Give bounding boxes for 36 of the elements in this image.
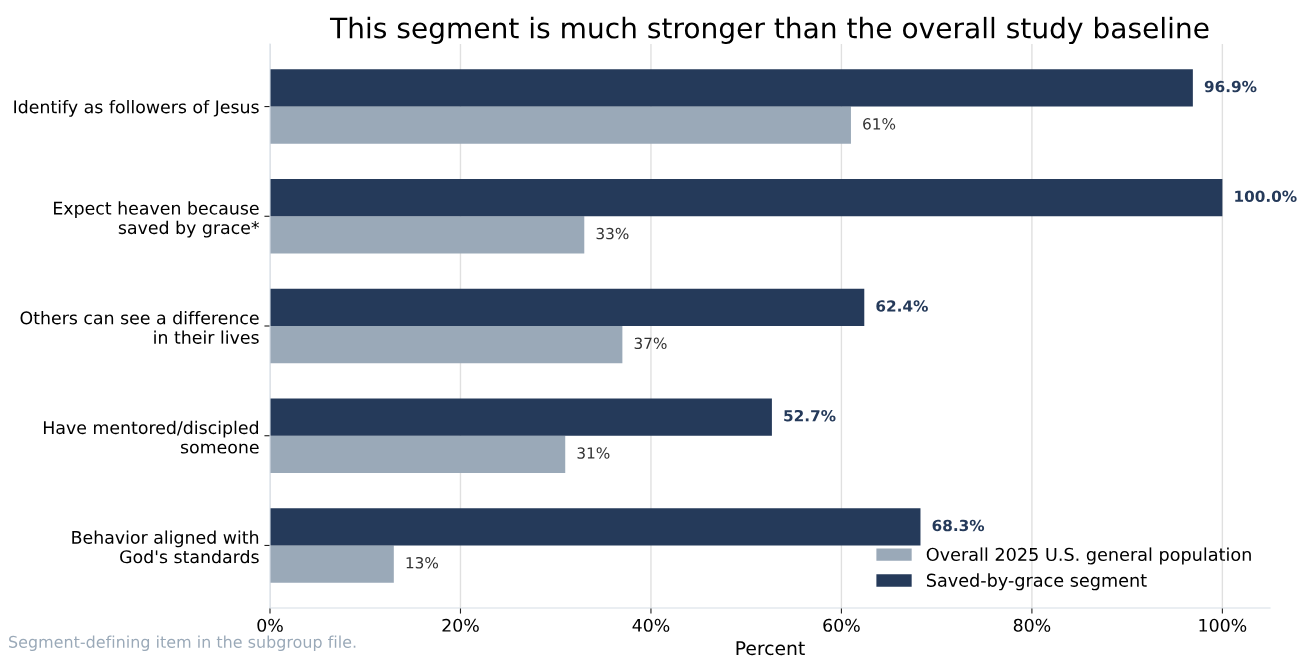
data-label: 37%	[634, 337, 667, 350]
data-label: 100.0%	[1235, 190, 1297, 203]
y-tick-label: Expect heaven because saved by grace*	[54, 201, 260, 238]
x-tick-label: 0%	[257, 618, 283, 632]
y-tick-label: Behavior aligned with God's standards	[72, 530, 259, 564]
bar	[270, 508, 921, 546]
bar	[270, 178, 1223, 217]
text: Segment-defining item in the subgroup file.	[9, 635, 356, 651]
legend-label: Overall 2025 U.S. general population	[926, 547, 1251, 565]
data-label: 52.7%	[784, 409, 836, 422]
x-tick-label: 40%	[632, 618, 670, 632]
x-tick-label: 20%	[442, 618, 479, 632]
bar	[270, 435, 566, 474]
bar	[270, 216, 585, 254]
data-label: 13%	[406, 556, 439, 569]
bar	[270, 106, 851, 144]
bar	[270, 326, 623, 364]
x-tick-label: 80%	[1013, 618, 1051, 632]
bar	[270, 545, 394, 583]
data-label: 62.4%	[876, 300, 928, 312]
y-tick-label: Others can see a difference in their lives	[20, 311, 259, 344]
data-label: 61%	[863, 118, 896, 130]
data-label: 68.3%	[932, 519, 985, 532]
data-label: 33%	[596, 227, 629, 240]
x-tick-label: 100%	[1199, 618, 1247, 632]
bar	[270, 398, 772, 436]
y-tick-label: Identify as followers of Jesus	[14, 99, 259, 117]
y-tick-label: Have mentored/discipled someone	[43, 420, 259, 454]
data-label: 96.9%	[1204, 80, 1257, 93]
bar	[270, 288, 865, 326]
legend-label: Saved-by-grace segment	[926, 573, 1147, 591]
bar	[270, 69, 1193, 107]
chart-title: This segment is much stronger than the overall study baseline	[329, 16, 1209, 44]
data-label: 31%	[577, 447, 610, 459]
x-tick-label: 60%	[823, 618, 860, 632]
x-axis-title: Percent	[736, 641, 805, 656]
